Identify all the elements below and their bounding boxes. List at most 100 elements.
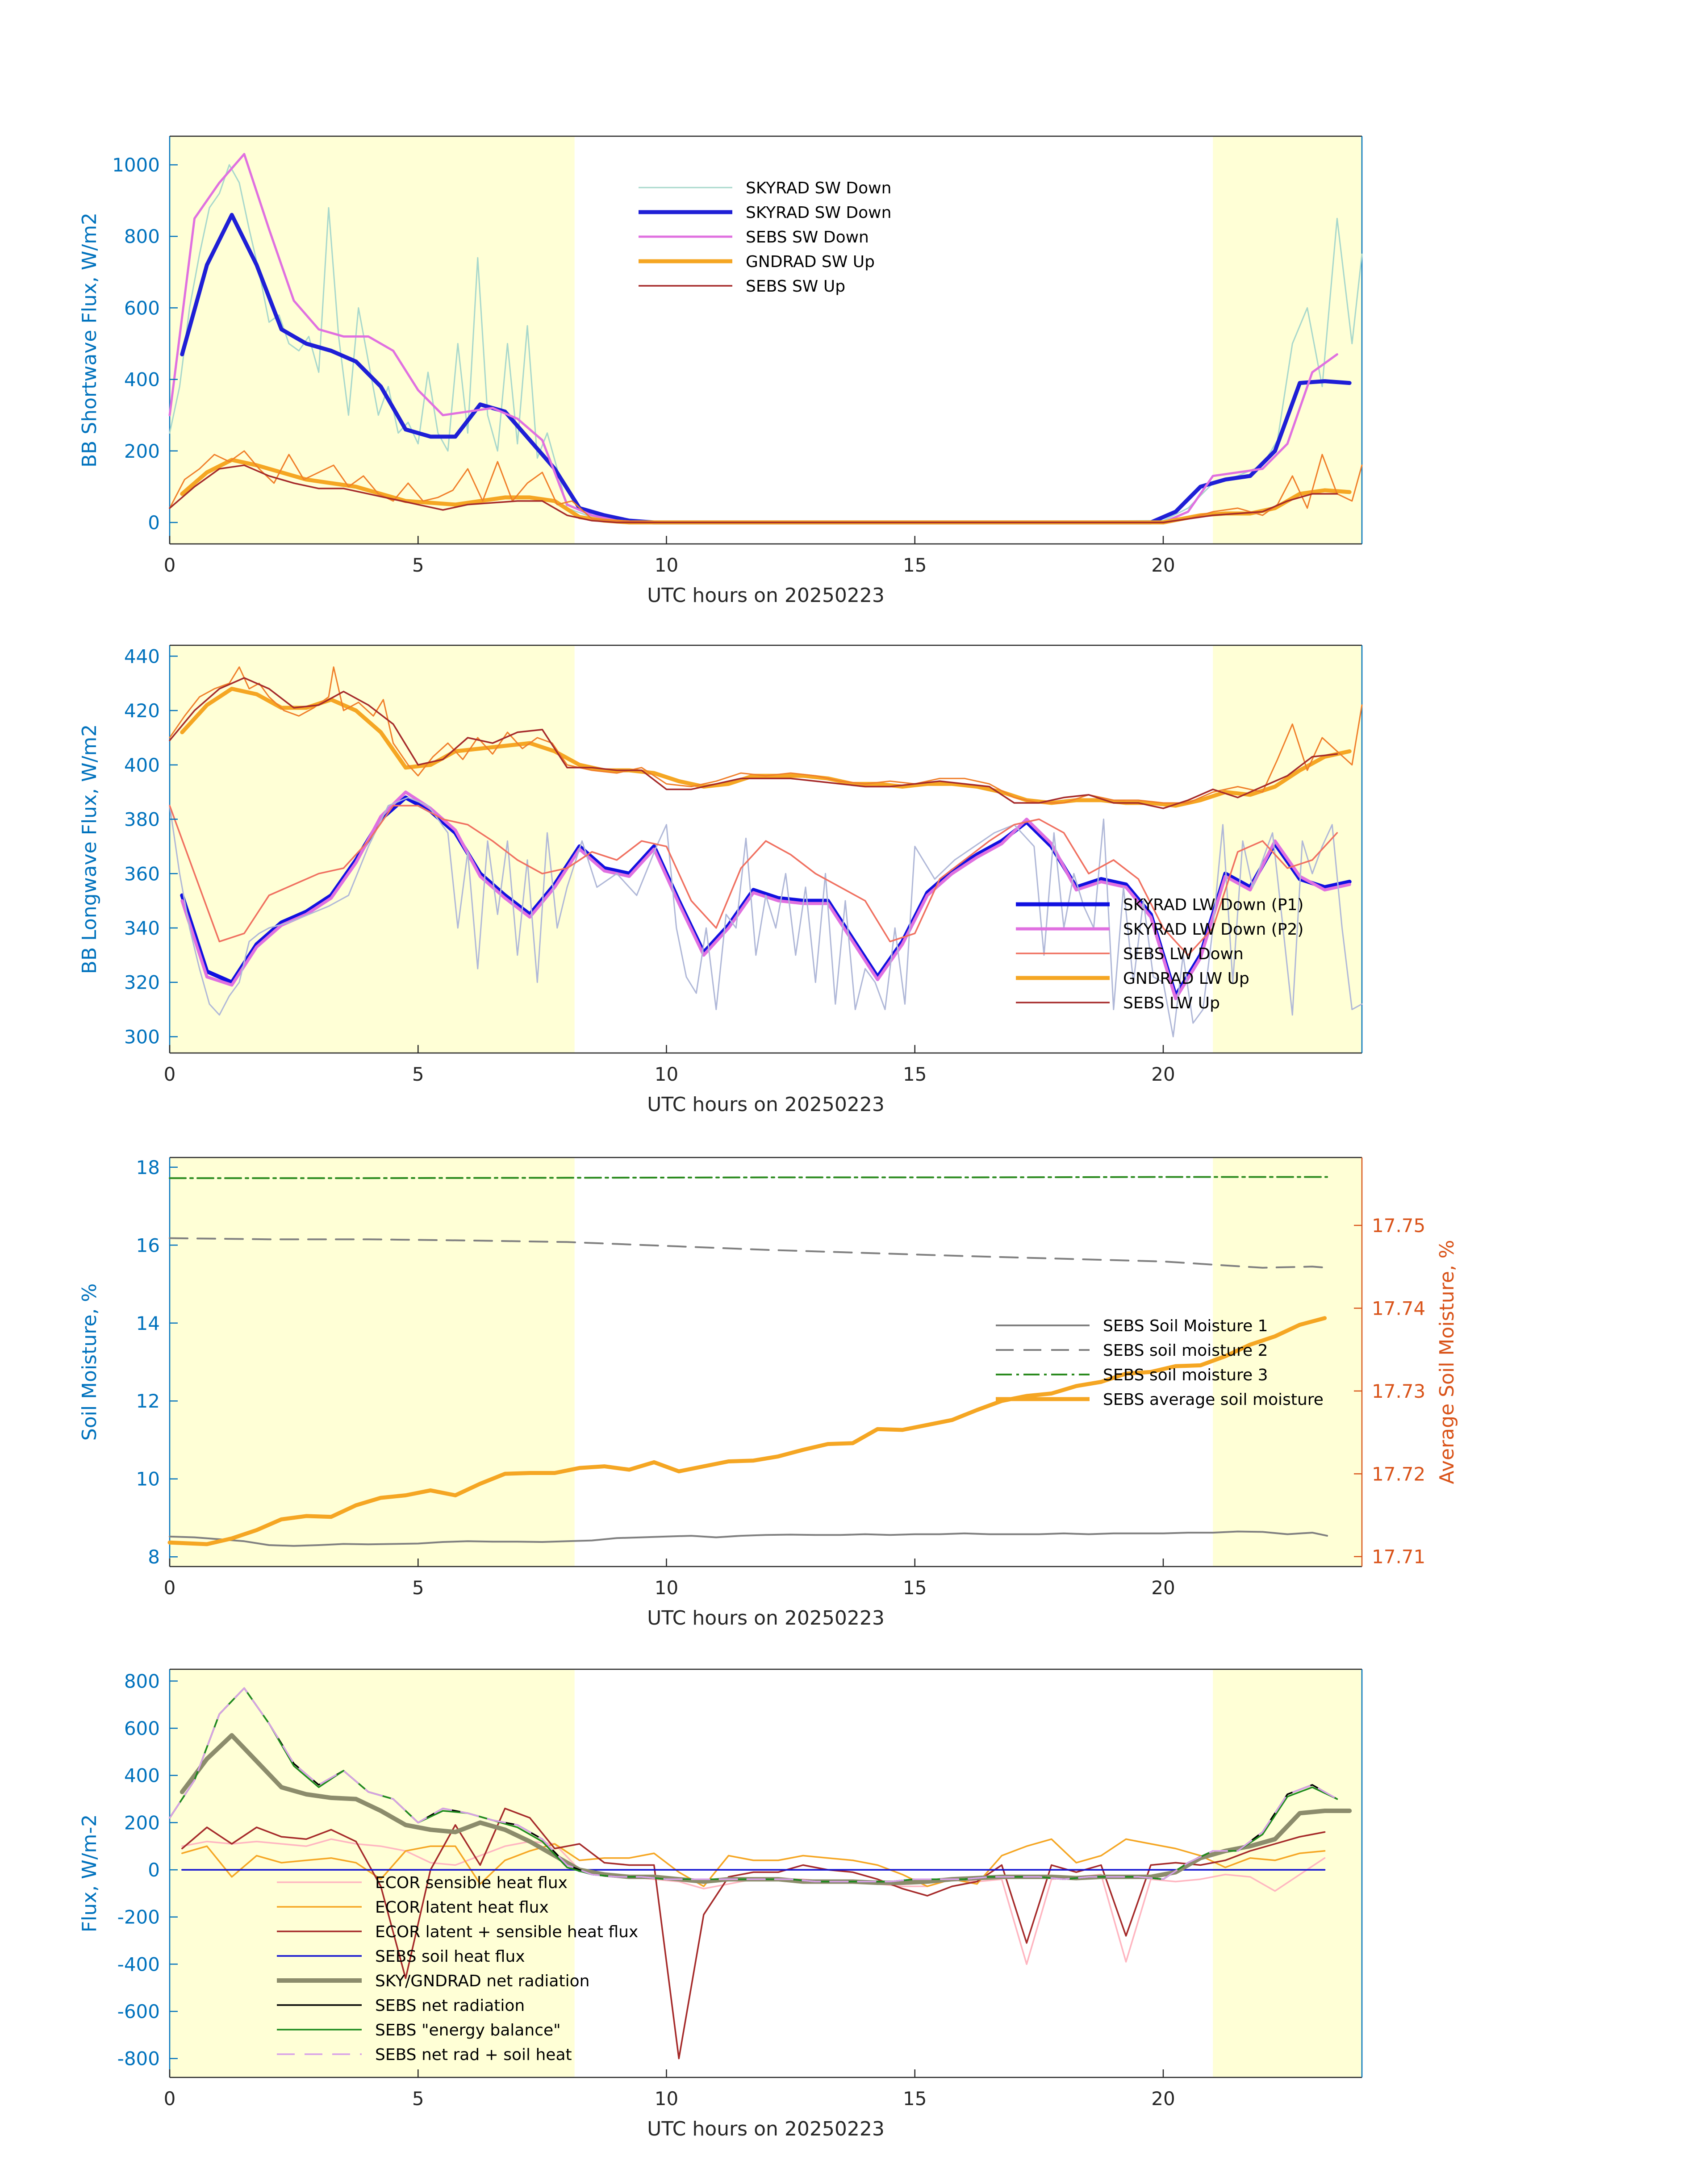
soil-moisture-panel: 0 5 10 15 20 8 10 12 14 16 18 17.71 17.72 17.73 17.74 1… (78, 1157, 1458, 1630)
y-tick-label: 300 (124, 1026, 160, 1048)
legend-label-ecor-sensible-heat-flux: ECOR sensible heat flux (375, 1874, 568, 1892)
y-axis-label: Soil Moisture, % (78, 1283, 101, 1441)
x-tick-label: 15 (903, 2088, 927, 2110)
y-tick-label: 0 (148, 1859, 160, 1881)
x-tick-label: 20 (1151, 1577, 1175, 1599)
x-tick-label: 10 (655, 1063, 678, 1085)
y-tick-label: 400 (124, 1765, 160, 1787)
series-line-skyrad-sw-down (180, 213, 1352, 525)
legend-label-gndrad-lw-up: GNDRAD LW Up (1123, 969, 1249, 988)
x-tick-label: 15 (903, 554, 927, 576)
shaded-region-0 (170, 136, 575, 544)
legend-label-ecor-latent-heat-flux: ECOR latent heat flux (375, 1898, 549, 1917)
x-tick-label: 5 (412, 1063, 424, 1085)
y-tick-label: 320 (124, 972, 160, 994)
series-line-sebs-sw-up (169, 464, 1338, 523)
y-tick-label: 440 (124, 645, 160, 667)
y-tick-label: -400 (117, 1953, 160, 1975)
legend-label-sebs-lw-up: SEBS LW Up (1123, 994, 1220, 1012)
series-line-sebs-sw-down (168, 153, 1338, 524)
legend-label-sebs-sw-down: SEBS SW Down (746, 228, 869, 247)
y-tick-label: 1000 (112, 154, 160, 176)
x-axis-label: UTC hours on 20250223 (647, 1093, 885, 1116)
y-tick-label: 12 (136, 1390, 160, 1412)
legend-label-ecor-latent-sensible-heat-flux: ECOR latent + sensible heat flux (375, 1923, 638, 1941)
y2-tick-label: 17.74 (1372, 1297, 1425, 1319)
x-axis-label: UTC hours on 20250223 (647, 2118, 885, 2140)
shaded-region-0 (170, 645, 575, 1053)
legend: SKYRAD SW Down SKYRAD SW Down SEBS SW Down… (639, 179, 891, 296)
y-tick-label: 18 (136, 1157, 160, 1178)
y-tick-label: 10 (136, 1468, 160, 1490)
y-tick-label: 8 (148, 1546, 160, 1568)
y-tick-label: -600 (117, 2001, 160, 2022)
legend-label-sebs-energy-balance: SEBS "energy balance" (375, 2021, 561, 2039)
legend-label-sebs-lw-down: SEBS LW Down (1123, 945, 1244, 963)
legend-label-sebs-soil-moisture-1: SEBS Soil Moisture 1 (1103, 1317, 1268, 1335)
x-tick-label: 10 (655, 2088, 678, 2110)
x-tick-label: 20 (1151, 2088, 1175, 2110)
x-tick-label: 10 (655, 1577, 678, 1599)
legend-label-skyrad-lw-down-p1: SKYRAD LW Down (P1) (1123, 896, 1303, 914)
y-tick-label: 16 (136, 1234, 160, 1256)
shaded-region-1 (1213, 136, 1362, 544)
series-line-sebs-lw-up (169, 677, 1338, 809)
y-tick-label: 600 (124, 1717, 160, 1739)
legend-label-sebs-average-soil-moisture: SEBS average soil moisture (1103, 1391, 1324, 1409)
x-tick-label: 5 (412, 554, 424, 576)
y-tick-label: 200 (124, 440, 160, 462)
y-tick-label: 420 (124, 700, 160, 722)
x-tick-label: 15 (903, 1577, 927, 1599)
legend-label-skyrad-sw-down: SKYRAD SW Down (746, 204, 891, 222)
legend-label-sebs-soil-moisture-2: SEBS soil moisture 2 (1103, 1341, 1268, 1360)
y-tick-label: 800 (124, 1670, 160, 1692)
legend-label-skyrad-sw-down: SKYRAD SW Down (746, 179, 891, 197)
y2-tick-label: 17.75 (1372, 1215, 1425, 1237)
y2-tick-label: 17.71 (1372, 1546, 1425, 1568)
x-tick-label: 0 (164, 554, 176, 576)
legend-label-sebs-sw-up: SEBS SW Up (746, 277, 845, 296)
y-axis-label: Flux, W/m-2 (78, 1814, 101, 1933)
shaded-region-0 (170, 1157, 575, 1567)
y-tick-label: 200 (124, 1812, 160, 1834)
y-tick-label: 14 (136, 1312, 160, 1334)
series-line-sebs-soil-moisture-1 (169, 1530, 1328, 1547)
y-tick-label: 360 (124, 863, 160, 885)
legend: SKYRAD LW Down (P1) SKYRAD LW Down (P2) SE… (1016, 896, 1303, 1012)
x-tick-label: 0 (164, 1063, 176, 1085)
series-line-skyrad-lw-down-p1-1-min (169, 797, 1363, 1037)
series-line-sebs-net-rad-soil-heat (169, 1687, 1338, 1883)
y-axis-label: BB Longwave Flux, W/m2 (78, 724, 101, 974)
y-tick-label: -200 (117, 1906, 160, 1928)
y-tick-label: 400 (124, 754, 160, 776)
y-tick-label: 800 (124, 226, 160, 247)
y-tick-label: 600 (124, 297, 160, 319)
x-tick-label: 20 (1151, 554, 1175, 576)
legend: ECOR sensible heat flux ECOR latent heat … (277, 1874, 638, 2064)
surface-flux-panel: 0 5 10 15 20 -800 -600 -400 -200 0 200 400 600 800 UTC… (78, 1668, 1363, 2140)
series-line-sebs-lw-down (169, 805, 1338, 956)
legend: SEBS Soil Moisture 1 SEBS soil moisture 2… (996, 1317, 1324, 1409)
y-tick-label: 0 (148, 512, 160, 534)
x-tick-label: 0 (164, 1577, 176, 1599)
y2-tick-label: 17.73 (1372, 1380, 1425, 1402)
x-tick-label: 20 (1151, 1063, 1175, 1085)
x-tick-label: 5 (412, 1577, 424, 1599)
y-axis-label: BB Shortwave Flux, W/m2 (78, 213, 101, 468)
shaded-region-1 (1213, 1669, 1362, 2077)
legend-label-sky-gndrad-net-radiation: SKY/GNDRAD net radiation (375, 1972, 589, 1990)
longwave-flux-panel: 0 5 10 15 20 300 320 340 360 380 400 420 440 UTC hour… (78, 644, 1363, 1116)
legend-label-sebs-net-radiation: SEBS net radiation (375, 1997, 525, 2015)
series-line-ecor-latent-heat-flux (181, 1838, 1326, 1887)
y2-tick-label: 17.72 (1372, 1463, 1425, 1485)
x-axis-label: UTC hours on 20250223 (647, 584, 885, 607)
x-tick-label: 0 (164, 2088, 176, 2110)
shaded-region-1 (1213, 645, 1362, 1053)
y-tick-label: 380 (124, 809, 160, 831)
series-line-ecor-latent-sensible-heat-flux (181, 1807, 1326, 2060)
legend-label-skyrad-lw-down-p2: SKYRAD LW Down (P2) (1123, 920, 1303, 939)
x-tick-label: 5 (412, 2088, 424, 2110)
y-tick-label: 400 (124, 369, 160, 391)
